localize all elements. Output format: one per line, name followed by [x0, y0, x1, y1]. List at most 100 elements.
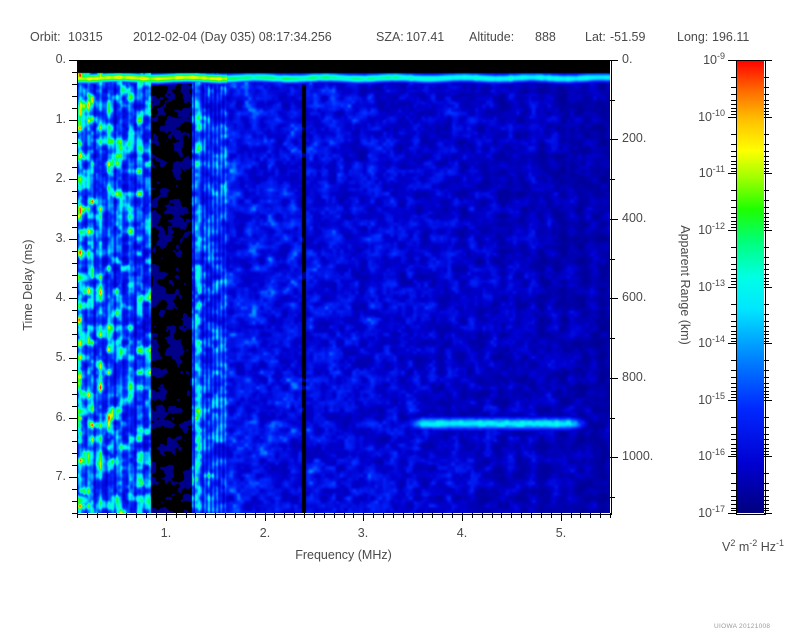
axis-tick [255, 513, 256, 518]
colorbar-tick [731, 304, 736, 305]
colorbar-tick [731, 227, 736, 228]
axis-tick [610, 219, 618, 220]
colorbar-tick [764, 114, 769, 115]
colorbar-tick [731, 321, 736, 322]
colorbar-tick [731, 383, 736, 384]
axis-tick [521, 513, 522, 518]
colorbar-tick [731, 164, 736, 165]
axis-tick [116, 513, 117, 518]
colorbar-tick [764, 434, 769, 435]
colorbar-tick [764, 284, 769, 285]
colorbar-tick [764, 108, 769, 109]
colorbar-tick [728, 60, 736, 61]
axis-tick [373, 513, 374, 518]
colorbar-tick [731, 284, 736, 285]
colorbar-tick [764, 377, 769, 378]
colorbar-tick [764, 400, 772, 401]
axis-tick [383, 513, 384, 518]
colorbar-tick [764, 448, 769, 449]
axis-tick [72, 263, 77, 264]
colorbar-tick [764, 207, 769, 208]
colorbar-gradient [736, 60, 764, 513]
colorbar-tick [728, 173, 736, 174]
axis-tick [72, 501, 77, 502]
radargram-heatmap [77, 60, 610, 513]
datetime-value: 2012-02-04 (Day 035) 08:17:34.256 [133, 30, 332, 44]
colorbar-tick [731, 504, 736, 505]
axis-tick [245, 513, 246, 518]
colorbar-tick [731, 190, 736, 191]
colorbar-tick [731, 207, 736, 208]
colorbar-tick [728, 343, 736, 344]
axis-tick [610, 513, 611, 518]
colorbar-tick [731, 427, 736, 428]
axis-tick [403, 513, 404, 518]
axis-tick [69, 239, 77, 240]
colorbar-tick [764, 134, 769, 135]
axis-tick-label: 400. [622, 211, 647, 225]
axis-tick-label: 1. [160, 526, 172, 540]
colorbar-tick [731, 500, 736, 501]
colorbar-tick [731, 224, 736, 225]
axis-tick [72, 465, 77, 466]
axis-tick [393, 513, 394, 518]
colorbar-tick [764, 439, 769, 440]
colorbar-tick [731, 168, 736, 169]
colorbar-tick [764, 504, 769, 505]
axis-tick [472, 513, 473, 518]
axis-tick [107, 513, 108, 518]
colorbar-tick [764, 173, 772, 174]
colorbar-tick [731, 439, 736, 440]
colorbar-tick [764, 343, 772, 344]
colorbar-tick [764, 77, 769, 78]
axis-tick-label: 2. [259, 526, 271, 540]
axis-tick [284, 513, 285, 518]
colorbar-tick [764, 224, 769, 225]
long-value: 196.11 [712, 30, 750, 44]
altitude-label: Altitude: [469, 30, 515, 44]
header-info-line: Orbit: 10315 2012-02-04 (Day 035) 08:17:… [0, 30, 800, 48]
axis-tick [294, 513, 295, 518]
axis-tick-label: 600. [622, 290, 647, 304]
axis-tick [195, 513, 196, 518]
axis-tick [72, 334, 77, 335]
colorbar-tick [764, 213, 769, 214]
colorbar-tick-label: 10-17 [698, 504, 725, 521]
axis-tick [97, 513, 98, 518]
colorbar-tick [731, 444, 736, 445]
colorbar-tick [764, 326, 769, 327]
colorbar-tick [731, 377, 736, 378]
colorbar-tick [731, 510, 736, 511]
axis-tick-label: 6. [55, 410, 66, 424]
axis-tick [314, 513, 315, 518]
colorbar-tick [731, 274, 736, 275]
axis-tick [462, 513, 463, 521]
colorbar-tick [731, 331, 736, 332]
axis-tick-label: 0. [55, 52, 66, 66]
colorbar-tick [731, 221, 736, 222]
colorbar-tick [764, 117, 772, 118]
axis-tick [610, 378, 618, 379]
colorbar-tick [764, 111, 769, 112]
colorbar-tick [731, 417, 736, 418]
colorbar-tick [764, 161, 769, 162]
axis-tick [72, 132, 77, 133]
colorbar-tick [731, 161, 736, 162]
long-label: Long: [677, 30, 709, 44]
colorbar-units-label: V2 m-2 Hz-1 [721, 538, 785, 555]
axis-tick-label: 800. [622, 370, 647, 384]
colorbar-tick [731, 144, 736, 145]
colorbar-tick-label: 10-11 [698, 164, 725, 181]
axis-tick [610, 338, 615, 339]
axis-tick [72, 108, 77, 109]
axis-tick [610, 100, 615, 101]
colorbar-tick [731, 490, 736, 491]
colorbar-tick [731, 247, 736, 248]
axis-tick [610, 60, 618, 61]
axis-tick [72, 155, 77, 156]
axis-tick [610, 298, 618, 299]
colorbar-tick [728, 230, 736, 231]
colorbar-tick-label: 10-13 [698, 278, 725, 295]
axis-tick [186, 513, 187, 518]
colorbar-tick [764, 151, 769, 152]
